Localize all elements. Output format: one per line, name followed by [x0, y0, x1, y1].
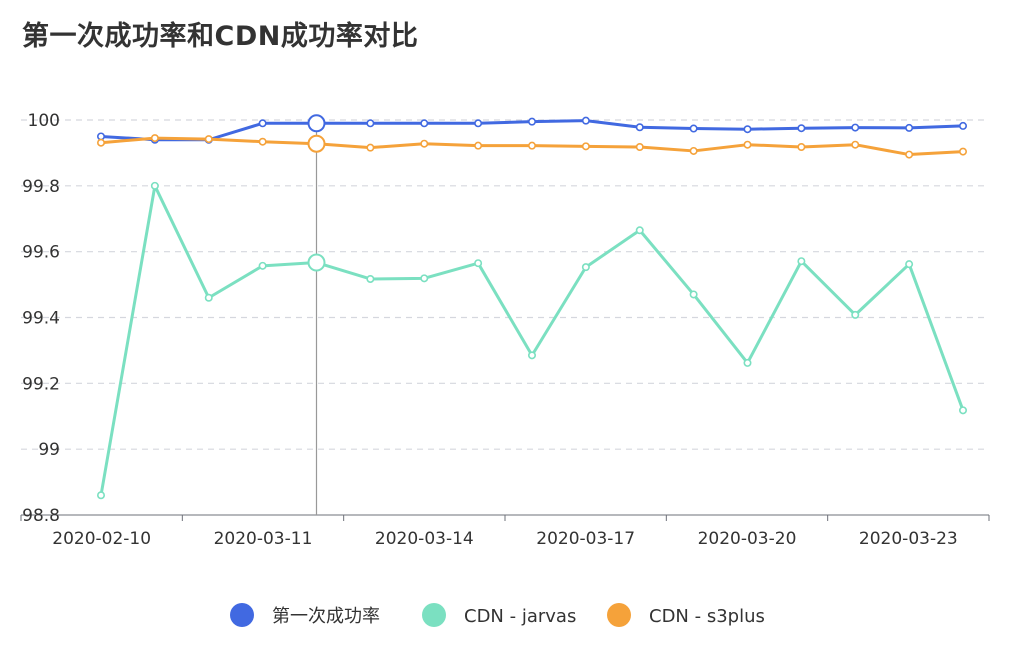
data-point[interactable] — [797, 142, 806, 151]
x-tick-label: 2020-03-20 — [698, 529, 797, 549]
legend-item[interactable]: CDN - jarvas — [422, 603, 576, 627]
data-point[interactable] — [851, 123, 860, 132]
series-1 — [97, 114, 967, 144]
data-point[interactable] — [258, 119, 267, 128]
data-point[interactable] — [204, 293, 213, 302]
series-3 — [97, 134, 967, 159]
data-point[interactable] — [743, 125, 752, 134]
data-point[interactable] — [258, 261, 267, 270]
data-point[interactable] — [97, 491, 106, 500]
y-tick-label: 99.2 — [22, 374, 60, 394]
legend-label: 第一次成功率 — [272, 606, 380, 627]
data-point[interactable] — [366, 119, 375, 128]
legend-item[interactable]: CDN - s3plus — [607, 603, 765, 627]
data-point[interactable] — [689, 146, 698, 155]
data-point[interactable] — [689, 124, 698, 133]
y-tick-label: 99 — [38, 440, 60, 460]
data-point[interactable] — [635, 123, 644, 132]
x-tick-label: 2020-02-10 — [52, 529, 151, 549]
data-point[interactable] — [97, 138, 106, 147]
series-layer — [97, 114, 967, 500]
data-point[interactable] — [366, 143, 375, 152]
data-point[interactable] — [474, 119, 483, 128]
x-tick-label: 2020-03-17 — [536, 529, 635, 549]
chart-title: 第一次成功率和CDN成功率对比 — [22, 21, 419, 52]
x-axis: 2020-02-10 2020-03-11 2020-03-14 2020-03-17… — [20, 514, 990, 549]
data-point[interactable] — [635, 226, 644, 235]
x-tick-label: 2020-03-23 — [859, 529, 958, 549]
data-point[interactable] — [743, 358, 752, 367]
legend-marker — [422, 603, 446, 627]
data-point[interactable] — [474, 259, 483, 268]
data-point[interactable] — [581, 116, 590, 125]
legend-label: CDN - s3plus — [649, 606, 765, 627]
data-point[interactable] — [527, 141, 536, 150]
legend-marker — [607, 603, 631, 627]
data-point[interactable] — [97, 132, 106, 141]
y-tick-label: 98.8 — [22, 506, 60, 526]
data-point[interactable] — [258, 137, 267, 146]
data-point[interactable] — [958, 406, 967, 415]
y-axis-tick-labels: 98.8 99 99.2 99.4 99.6 99.8 100 — [22, 111, 60, 526]
data-point[interactable] — [851, 310, 860, 319]
data-point[interactable] — [958, 121, 967, 130]
data-point[interactable] — [420, 274, 429, 283]
data-point[interactable] — [851, 140, 860, 149]
data-point[interactable] — [905, 150, 914, 159]
y-tick-label: 99.8 — [22, 177, 60, 197]
legend-marker — [230, 603, 254, 627]
data-point[interactable] — [420, 139, 429, 148]
data-point[interactable] — [905, 260, 914, 269]
data-point[interactable] — [307, 253, 326, 272]
legend-item[interactable]: 第一次成功率 — [230, 603, 380, 627]
y-tick-label: 99.6 — [22, 243, 60, 263]
x-tick-label: 2020-03-14 — [375, 529, 474, 549]
y-tick-label: 99.4 — [22, 309, 60, 329]
data-point[interactable] — [204, 135, 213, 144]
x-tick-label: 2020-03-11 — [214, 529, 313, 549]
data-point[interactable] — [905, 123, 914, 132]
data-point[interactable] — [527, 351, 536, 360]
data-point[interactable] — [581, 263, 590, 272]
data-point[interactable] — [150, 181, 159, 190]
legend-label: CDN - jarvas — [464, 606, 576, 627]
data-point[interactable] — [307, 114, 326, 133]
y-tick-label: 100 — [28, 111, 60, 131]
data-point[interactable] — [743, 140, 752, 149]
data-point[interactable] — [420, 119, 429, 128]
grid-lines — [21, 119, 989, 450]
series-2 — [97, 181, 967, 500]
data-point[interactable] — [527, 117, 536, 126]
data-point[interactable] — [307, 134, 326, 153]
data-point[interactable] — [689, 290, 698, 299]
data-point[interactable] — [958, 147, 967, 156]
data-point[interactable] — [474, 141, 483, 150]
data-point[interactable] — [797, 124, 806, 133]
data-point[interactable] — [581, 142, 590, 151]
data-point[interactable] — [366, 274, 375, 283]
data-point[interactable] — [635, 142, 644, 151]
data-point[interactable] — [797, 257, 806, 266]
legend: 第一次成功率 CDN - jarvas CDN - s3plus — [230, 603, 765, 627]
data-point[interactable] — [150, 134, 159, 143]
